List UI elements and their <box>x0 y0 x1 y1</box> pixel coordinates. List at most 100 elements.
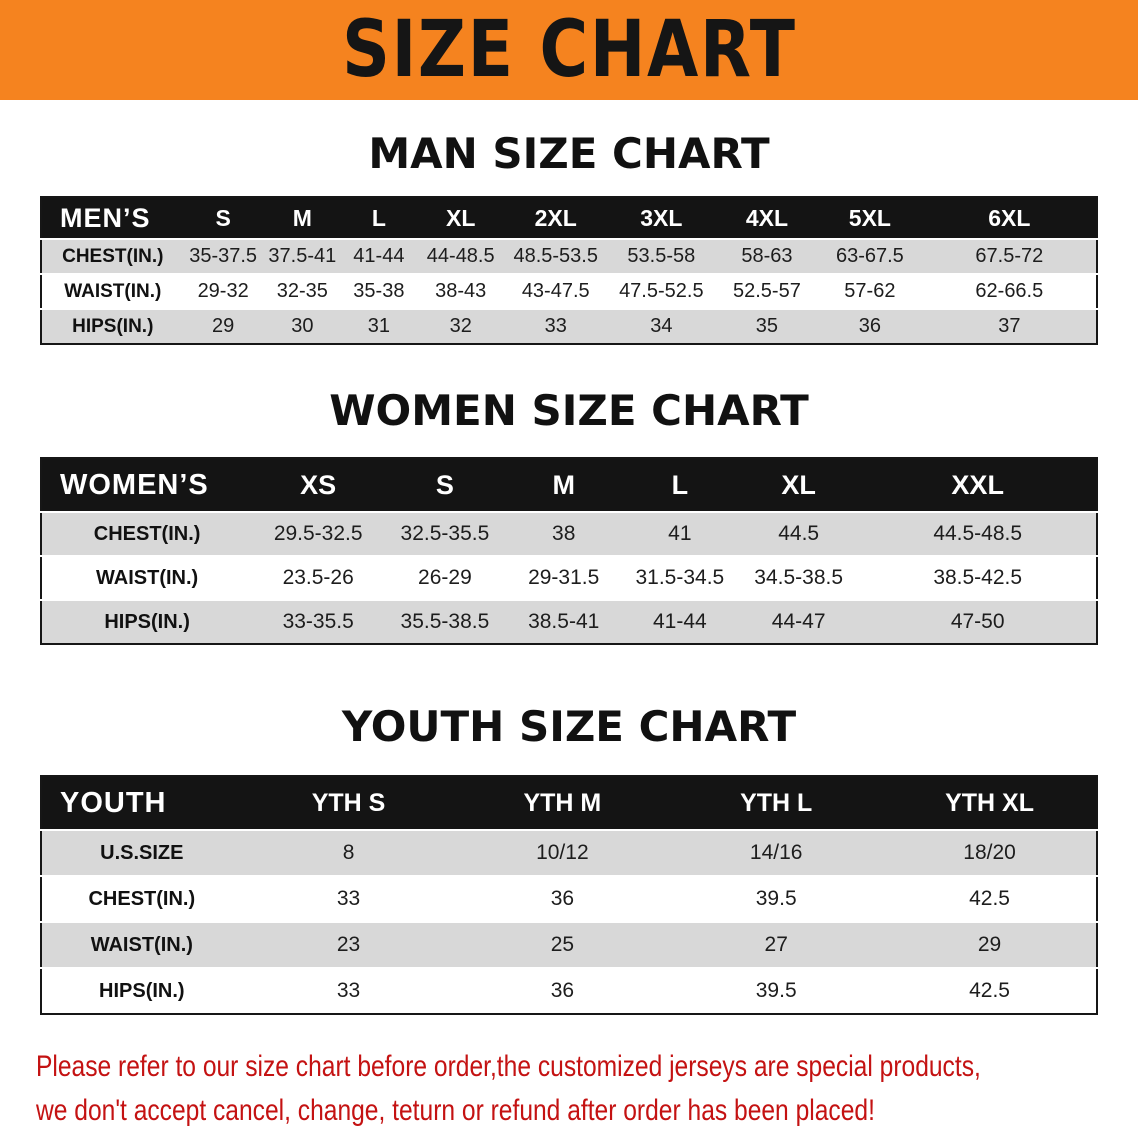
men-section-heading: MAN SIZE CHART <box>368 129 770 178</box>
size-value: 38 <box>552 522 576 545</box>
size-value: 35 <box>755 315 779 337</box>
size-value: 34 <box>650 315 673 337</box>
size-value: 32-35 <box>276 280 328 302</box>
size-value: 33 <box>336 979 361 1002</box>
women-table-title: WOMEN’S <box>41 458 253 512</box>
size-value: 44-47 <box>771 610 826 633</box>
size-value: 47-50 <box>950 610 1005 633</box>
size-value: 29-31.5 <box>528 566 600 589</box>
size-value: 34.5-38.5 <box>754 566 844 589</box>
women-section-heading: WOMEN SIZE CHART <box>329 386 809 435</box>
size-value: 23 <box>336 933 361 956</box>
measurement-label: WAIST(IN.) <box>95 566 199 589</box>
size-value: 39.5 <box>755 979 797 1002</box>
women-size-header: XXL <box>859 458 1097 512</box>
measurement-label: CHEST(IN.) <box>93 522 201 545</box>
size-value: 32 <box>449 315 472 337</box>
size-value: 42.5 <box>969 887 1010 910</box>
women-size-table: WOMEN’S XS S M L XL XXL CHEST(IN.) 29.5-32.5 32.5… <box>40 457 1098 645</box>
size-value: 23.5-26 <box>282 566 354 589</box>
size-value: 25 <box>550 933 575 956</box>
size-value: 58-63 <box>741 245 793 267</box>
size-value: 36 <box>550 887 575 910</box>
men-size-header: 4XL <box>716 197 818 239</box>
women-section: WOMEN SIZE CHART WOMEN’S XS S M L XL XXL CHEST(… <box>0 387 1138 645</box>
youth-table-row: U.S.SIZE 8 10/12 14/16 18/20 <box>41 830 1097 876</box>
size-value: 48.5-53.5 <box>513 245 598 267</box>
men-table-title: MEN’S <box>41 197 184 239</box>
size-value: 26-29 <box>418 566 472 589</box>
size-value: 38-43 <box>435 280 487 302</box>
size-value: 29 <box>212 315 235 337</box>
disclaimer-line-2: we don't accept cancel, change, teturn o… <box>36 1094 875 1127</box>
size-value: 32.5-35.5 <box>400 522 490 545</box>
youth-size-header: YTH XL <box>883 776 1097 830</box>
measurement-label: CHEST(IN.) <box>62 245 164 267</box>
size-value: 29.5-32.5 <box>273 522 363 545</box>
size-value: 37.5-41 <box>268 245 337 267</box>
men-size-header: M <box>262 197 342 239</box>
disclaimer-line-1: Please refer to our size chart before or… <box>36 1050 981 1083</box>
banner: SIZE CHART <box>0 0 1138 100</box>
youth-size-table: YOUTH YTH S YTH M YTH L YTH XL U.S.SIZE 8 10/12… <box>40 775 1098 1015</box>
men-size-header: S <box>183 197 263 239</box>
size-value: 35.5-38.5 <box>400 610 490 633</box>
men-size-header: L <box>341 197 416 239</box>
size-value: 27 <box>764 933 788 956</box>
page-title: SIZE CHART <box>341 5 797 95</box>
size-value: 38.5-41 <box>528 610 600 633</box>
youth-table-row: WAIST(IN.) 23 25 27 29 <box>41 922 1097 968</box>
size-value: 43-47.5 <box>521 280 590 302</box>
women-size-header: S <box>384 458 506 512</box>
measurement-label: CHEST(IN.) <box>88 887 196 910</box>
men-size-header: 5XL <box>817 197 923 239</box>
size-value: 18/20 <box>963 841 1016 864</box>
women-table-row: HIPS(IN.) 33-35.5 35.5-38.5 38.5-41 41-44 44-… <box>41 600 1097 644</box>
measurement-label: HIPS(IN.) <box>104 610 190 633</box>
size-value: 63-67.5 <box>835 245 904 267</box>
women-table-row: WAIST(IN.) 23.5-26 26-29 29-31.5 31.5-34.5 34… <box>41 556 1097 600</box>
measurement-label: WAIST(IN.) <box>90 933 193 956</box>
women-size-header: L <box>621 458 738 512</box>
men-size-header: 6XL <box>922 197 1097 239</box>
size-value: 44.5-48.5 <box>933 522 1023 545</box>
size-value: 31.5-34.5 <box>635 566 725 589</box>
size-value: 33 <box>544 315 567 337</box>
size-value: 42.5 <box>969 979 1010 1002</box>
men-size-table: MEN’S S M L XL 2XL 3XL 4XL 5XL 6XL CHEST(IN.) 35-37… <box>40 196 1098 345</box>
size-value: 39.5 <box>755 887 797 910</box>
size-value: 33 <box>336 887 361 910</box>
size-value: 10/12 <box>536 841 589 864</box>
size-value: 57-62 <box>844 280 896 302</box>
men-size-header: XL <box>415 197 506 239</box>
size-value: 30 <box>291 315 314 337</box>
disclaimer-note: Please refer to our size chart before or… <box>36 1045 1102 1133</box>
men-section: MAN SIZE CHART MEN’S S M L XL 2XL 3XL 4XL 5XL 6XL… <box>0 130 1138 345</box>
size-value: 8 <box>342 841 355 864</box>
size-value: 37 <box>998 315 1021 337</box>
youth-size-header: YTH S <box>241 776 456 830</box>
youth-table-title: YOUTH <box>41 776 242 830</box>
size-value: 52.5-57 <box>733 280 801 302</box>
youth-size-header: YTH L <box>669 776 884 830</box>
size-value: 53.5-58 <box>627 245 696 267</box>
size-value: 41 <box>668 522 692 545</box>
size-value: 29 <box>977 933 1002 956</box>
size-value: 35-37.5 <box>189 245 258 267</box>
youth-section: YOUTH SIZE CHART YOUTH YTH S YTH M YTH L YTH… <box>0 703 1138 1015</box>
men-size-header: 3XL <box>605 197 717 239</box>
size-value: 33-35.5 <box>282 610 354 633</box>
men-table-row: HIPS(IN.) 29 30 31 32 33 34 35 36 37 <box>41 309 1097 344</box>
measurement-label: HIPS(IN.) <box>99 979 185 1002</box>
measurement-label: U.S.SIZE <box>100 841 184 864</box>
measurement-label: HIPS(IN.) <box>72 315 154 337</box>
youth-size-header: YTH M <box>455 776 670 830</box>
youth-table-row: HIPS(IN.) 33 36 39.5 42.5 <box>41 968 1097 1014</box>
size-value: 47.5-52.5 <box>619 280 704 302</box>
women-size-header: XS <box>252 458 385 512</box>
size-value: 44-48.5 <box>426 245 495 267</box>
men-table-row: WAIST(IN.) 29-32 32-35 35-38 38-43 43-47.5 47.… <box>41 274 1097 309</box>
women-header-row: WOMEN’S XS S M L XL XXL <box>41 458 1097 512</box>
size-value: 36 <box>858 315 881 337</box>
